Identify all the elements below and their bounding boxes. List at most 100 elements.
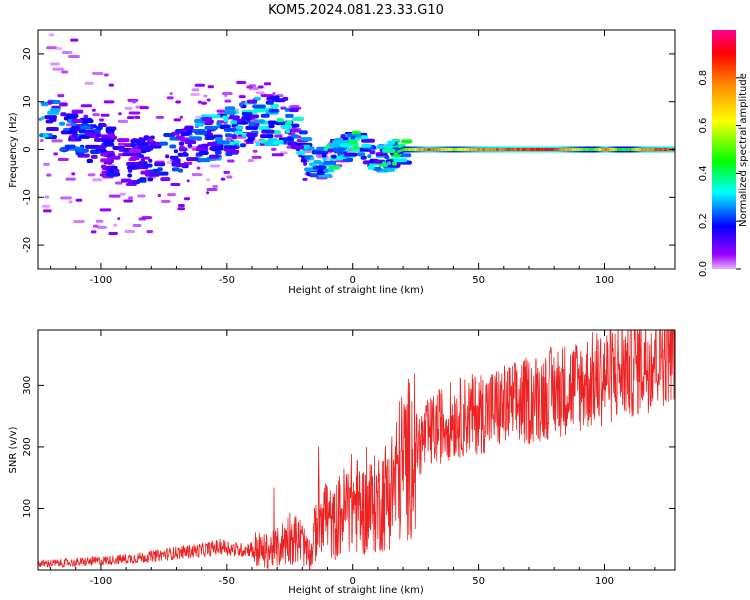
heat-cell <box>360 135 369 140</box>
snr-x-ticks: -100 -50 0 50 100 <box>50 330 656 587</box>
heat-noise-cell <box>166 161 173 165</box>
heat-band-core <box>420 148 423 151</box>
heat-noise-cell <box>108 194 121 198</box>
heat-cell <box>79 125 92 130</box>
heat-cell <box>96 133 101 138</box>
heat-band-core <box>466 148 469 151</box>
heat-band-core <box>517 148 520 151</box>
heat-cell <box>383 144 393 149</box>
heat-noise-cell <box>170 183 181 187</box>
heat-cell <box>90 149 102 154</box>
heat-cell <box>313 149 318 154</box>
heat-band-core <box>583 148 586 151</box>
heat-cell <box>391 161 397 166</box>
heat-cell <box>196 158 211 163</box>
heat-noise-cell <box>128 111 141 115</box>
heat-cell <box>103 141 114 146</box>
spectrogram-y-tick-label: 20 <box>22 48 33 61</box>
heat-noise-cell <box>39 138 44 142</box>
heat-cell <box>261 129 275 134</box>
heat-noise-cell <box>196 166 201 170</box>
heat-cell <box>115 172 121 177</box>
heat-band-core <box>416 148 419 151</box>
heat-band-core <box>645 148 648 151</box>
heat-band-core <box>660 148 663 151</box>
heat-band-core <box>544 148 547 151</box>
heat-band-core <box>626 148 629 151</box>
heat-cell <box>45 127 59 132</box>
heat-band-core <box>570 148 573 151</box>
heat-band-core <box>564 148 567 151</box>
heat-cell <box>144 172 151 177</box>
heat-noise-cell <box>227 159 235 163</box>
heat-band-core <box>609 148 612 151</box>
heat-cell <box>86 158 94 163</box>
heat-noise-cell <box>220 177 226 181</box>
heat-cell <box>136 178 147 183</box>
snr-x-tick-label: 0 <box>350 576 356 587</box>
heat-cell <box>258 125 272 130</box>
heat-band-core <box>530 148 533 151</box>
heat-cell <box>117 138 130 143</box>
heat-cell <box>265 100 274 105</box>
heat-band-core <box>497 148 500 151</box>
heat-cell <box>387 163 401 168</box>
heat-band-core <box>620 148 623 151</box>
heat-cell <box>97 145 107 150</box>
heat-cell <box>42 133 49 138</box>
heat-band-core <box>553 148 556 151</box>
heat-cell <box>276 140 284 145</box>
heat-band-core <box>499 148 502 151</box>
heat-band-core <box>573 148 576 151</box>
heat-cell <box>254 119 266 124</box>
heat-noise-cell <box>252 140 262 144</box>
heat-band-core <box>475 148 478 151</box>
heat-cell <box>304 155 311 160</box>
heat-band-core <box>512 148 515 151</box>
colorbar-tick-label: 0.2 <box>698 213 709 229</box>
heat-cell <box>60 112 67 117</box>
heat-band-core <box>518 148 521 151</box>
heat-cell <box>127 173 133 178</box>
heat-band-core <box>437 148 440 151</box>
heat-band-core <box>443 148 446 151</box>
heat-band-core <box>487 148 490 151</box>
heat-cell <box>252 104 266 109</box>
heat-noise-cell <box>157 194 162 198</box>
heat-band-core <box>549 148 552 151</box>
heat-cell <box>95 125 103 130</box>
heat-band-core <box>413 148 416 151</box>
colorbar-tick-label: 0.8 <box>698 70 709 86</box>
heat-noise-cell <box>173 118 182 122</box>
heat-band-core <box>485 148 488 151</box>
heat-band-core <box>546 148 549 151</box>
colorbar-gradient <box>712 30 736 269</box>
heat-band-core <box>417 148 420 151</box>
heat-noise-cell <box>252 149 258 153</box>
heat-band-core <box>589 148 592 151</box>
heat-band-core <box>603 148 606 151</box>
snr-x-tick-label: -100 <box>90 576 113 587</box>
heat-cell <box>268 124 275 129</box>
heat-noise-cell <box>194 83 206 87</box>
heat-band-core <box>428 148 431 151</box>
heat-band-core <box>453 148 456 151</box>
heat-noise-cell <box>92 178 103 182</box>
heat-band-core <box>623 148 626 151</box>
heat-band-core <box>470 148 473 151</box>
heat-cell <box>331 154 337 159</box>
heat-cell <box>127 168 133 173</box>
heat-cell <box>230 120 238 125</box>
heat-band-core <box>641 148 644 151</box>
heat-band-core <box>657 148 660 151</box>
heat-band-core <box>496 148 499 151</box>
snr-panel: -100 -50 0 50 100 100 200 300 Height of straig… <box>8 329 676 596</box>
heat-cell <box>376 144 387 149</box>
heat-band-core <box>467 148 470 151</box>
heat-cell <box>59 147 66 152</box>
heat-cell <box>225 152 233 157</box>
heat-noise-cell <box>57 157 69 161</box>
heat-noise-cell <box>177 207 186 211</box>
heat-band-core <box>438 148 441 151</box>
heat-noise-cell <box>113 223 118 227</box>
